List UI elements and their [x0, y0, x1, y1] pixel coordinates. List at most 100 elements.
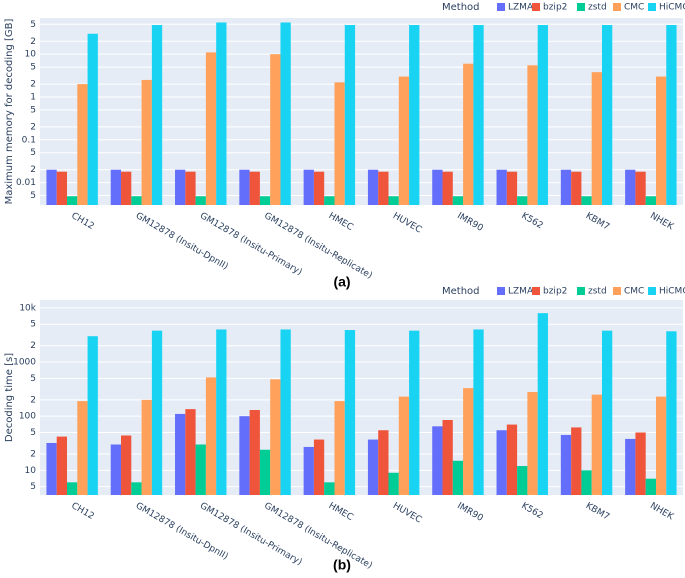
- x-tick-label: HMEC: [327, 501, 355, 523]
- legend-label: zstd: [588, 3, 607, 13]
- bar: [46, 169, 57, 205]
- bar: [527, 65, 538, 205]
- y-tick-label: 2: [30, 122, 36, 132]
- legend-swatch: [532, 3, 540, 11]
- bar: [666, 331, 677, 495]
- y-axis-title: Decoding time [s]: [4, 353, 15, 442]
- bar: [259, 196, 271, 205]
- bar: [432, 169, 443, 205]
- bar: [110, 169, 122, 205]
- bar: [388, 196, 399, 205]
- legend-swatch: [648, 287, 656, 295]
- bar: [185, 409, 196, 495]
- legend-swatch: [497, 3, 505, 11]
- y-tick-label: 2: [30, 165, 36, 175]
- bar: [249, 171, 260, 205]
- y-tick-label: 2: [30, 37, 36, 47]
- bar: [175, 413, 186, 495]
- x-tick-label: CH12: [69, 501, 95, 522]
- bar: [249, 410, 260, 495]
- bar: [87, 33, 98, 206]
- y-tick-label: 10k: [19, 303, 36, 313]
- bar: [452, 196, 464, 205]
- legend-swatch: [577, 3, 585, 11]
- y-tick-label: 1000: [13, 358, 36, 368]
- legend-swatch: [648, 3, 656, 11]
- bar: [334, 401, 345, 495]
- y-tick-label: 0.01: [16, 178, 36, 188]
- y-tick-label: 2: [30, 341, 36, 351]
- bar: [259, 449, 271, 495]
- bar: [473, 329, 484, 495]
- x-tick-label: GM12878 (Insitu-Replicate): [262, 501, 373, 571]
- bar: [56, 171, 68, 205]
- bar: [666, 25, 677, 205]
- y-tick-label: 5: [30, 428, 36, 438]
- bar: [151, 330, 163, 495]
- bar: [496, 169, 507, 205]
- bar: [151, 25, 163, 205]
- bar: [625, 169, 636, 205]
- y-tick-label: 5: [30, 482, 36, 492]
- bar: [473, 25, 484, 205]
- bar: [344, 330, 356, 495]
- caption: (b): [333, 557, 351, 573]
- bar: [581, 470, 592, 495]
- bar: [398, 76, 410, 206]
- legend-swatch: [532, 287, 540, 295]
- bar: [121, 171, 132, 205]
- y-tick-label: 10: [25, 50, 37, 60]
- y-tick-label: 2: [30, 395, 36, 405]
- bar: [367, 169, 379, 205]
- bar: [625, 438, 636, 495]
- bar: [452, 460, 464, 495]
- bar: [216, 22, 227, 205]
- legend-label: bzip2: [543, 3, 567, 13]
- bar: [185, 171, 196, 205]
- bar: [280, 22, 291, 205]
- x-tick-label: GM12878 (Insitu-Primary): [198, 501, 304, 568]
- bar: [517, 466, 528, 495]
- bar: [591, 394, 602, 495]
- bar: [591, 72, 602, 206]
- x-tick-label: IMR90: [455, 501, 485, 524]
- bar: [216, 329, 227, 495]
- legend-swatch: [577, 287, 585, 295]
- bar: [506, 171, 518, 205]
- bar: [110, 444, 122, 495]
- bar: [560, 434, 572, 495]
- plot-background: [40, 18, 683, 205]
- bar: [378, 171, 389, 205]
- x-tick-label: GM12878 (Insitu-Replicate): [262, 211, 373, 281]
- legend-label: LZMA: [508, 287, 534, 297]
- bar: [280, 329, 291, 495]
- bar: [506, 424, 518, 495]
- x-tick-label: HMEC: [327, 211, 355, 233]
- x-tick-label: KBM7: [584, 501, 611, 522]
- bar: [409, 330, 420, 495]
- x-tick-label: KBM7: [584, 211, 611, 232]
- bar: [324, 482, 335, 495]
- bar: [517, 196, 528, 205]
- bar: [601, 25, 613, 205]
- x-tick-label: CH12: [69, 211, 95, 232]
- bar: [398, 396, 410, 495]
- bar: [141, 79, 152, 205]
- bar: [537, 25, 548, 205]
- y-tick-label: 10: [25, 466, 37, 476]
- bar: [270, 379, 281, 495]
- bar: [496, 430, 507, 495]
- bar: [131, 196, 142, 205]
- x-tick-label: HUVEC: [391, 501, 423, 525]
- x-tick-label: NHEK: [648, 501, 676, 523]
- x-tick-label: K562: [520, 501, 545, 521]
- legend-swatch: [613, 3, 621, 11]
- bar: [195, 444, 206, 495]
- bar: [378, 430, 389, 495]
- plot-background: [40, 300, 683, 495]
- y-tick-label: 5: [30, 105, 36, 115]
- legend-label: bzip2: [543, 287, 567, 297]
- bar: [77, 84, 88, 205]
- bar: [334, 82, 345, 205]
